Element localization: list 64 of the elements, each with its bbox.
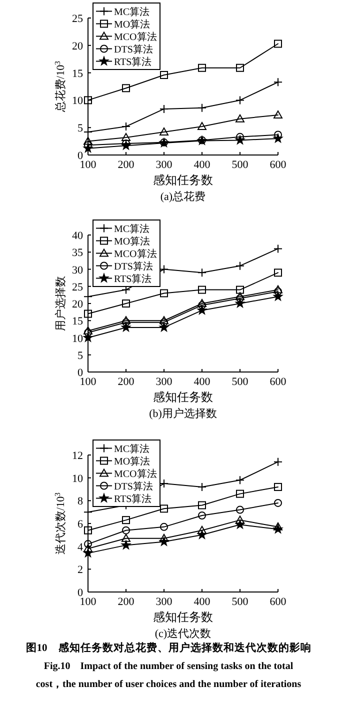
legend-label: RTS算法 [114,56,152,68]
y-tick-label: 5 [78,122,84,135]
caption: Fig.10 Impact of the number of sensing tasks on the total cost，the number of user choices and the number of iterations [34,660,302,692]
y-tick-label: 0 [78,150,84,162]
x-tick-label: 300 [156,376,173,388]
x-axis-title: 感知任务数 [153,173,213,187]
legend-label: MCO算法 [114,248,157,260]
legend-label: DTS算法 [114,43,153,56]
x-tick-label: 600 [270,376,287,388]
x-tick-label: 300 [156,596,173,608]
legend-label: MC算法 [114,222,150,235]
y-tick-label: 25 [72,13,84,25]
y-tick-label: 25 [72,281,84,294]
legend-label: MC算法 [114,442,150,455]
text: (c)迭代次数 [154,627,212,640]
y-tick-label: 12 [72,450,83,462]
x-tick-label: 100 [80,596,97,608]
y-tick-label: 20 [72,298,84,310]
legend-label: DTS算法 [114,480,153,492]
legend-label: MCO算法 [114,30,157,43]
y-tick-label: 40 [72,230,84,242]
y-tick-label: 4 [78,541,84,554]
legend-label: MCO算法 [114,468,157,480]
y-tick-label: 8 [78,496,84,508]
legend-label: RTS算法 [114,272,152,285]
legend-label: MO算法 [114,455,150,468]
y-tick-label: 10 [72,95,84,108]
y-tick-label: 0 [78,587,84,599]
y-tick-label: 0 [78,367,84,379]
x-tick-label: 200 [118,596,135,608]
x-axis-title: 感知任务数 [153,610,213,624]
y-tick-label: 15 [72,316,84,328]
x-tick-label: 400 [194,376,211,388]
y-tick-label: 6 [78,518,84,530]
y-tick-label: 15 [72,68,84,80]
x-tick-label: 300 [156,159,173,171]
x-tick-label: 500 [232,159,249,171]
legend-label: RTS算法 [114,492,152,505]
caption: 图10 感知任务数对总花费、用户选择数和迭代次数的影响 [24,641,312,656]
x-tick-label: 400 [194,596,211,608]
y-axis-title: 用户选择数 [54,276,67,331]
y-tick-label: 35 [72,247,84,260]
x-tick-label: 500 [232,376,249,388]
x-tick-label: 600 [270,596,287,608]
x-tick-label: 200 [118,376,135,388]
y-tick-label: 5 [78,350,84,362]
y-tick-label: 30 [72,264,84,276]
y-tick-label: 2 [78,564,83,576]
x-tick-label: 600 [270,159,287,171]
legend-label: MO算法 [114,18,150,30]
legend-label: MO算法 [114,235,150,248]
x-tick-label: 200 [118,159,135,171]
x-axis-title: 感知任务数 [153,390,213,404]
y-tick-label: 10 [72,472,84,485]
text: (a)总花费 [160,190,206,203]
x-tick-label: 500 [232,596,249,608]
x-tick-label: 400 [194,159,211,171]
y-tick-label: 10 [72,332,84,345]
legend-label: MC算法 [114,6,150,18]
y-tick-label: 20 [72,40,84,52]
x-tick-label: 100 [80,159,97,171]
legend-label: DTS算法 [114,260,153,272]
x-tick-label: 100 [80,376,97,388]
text: (b)用户选择数 [149,407,217,420]
